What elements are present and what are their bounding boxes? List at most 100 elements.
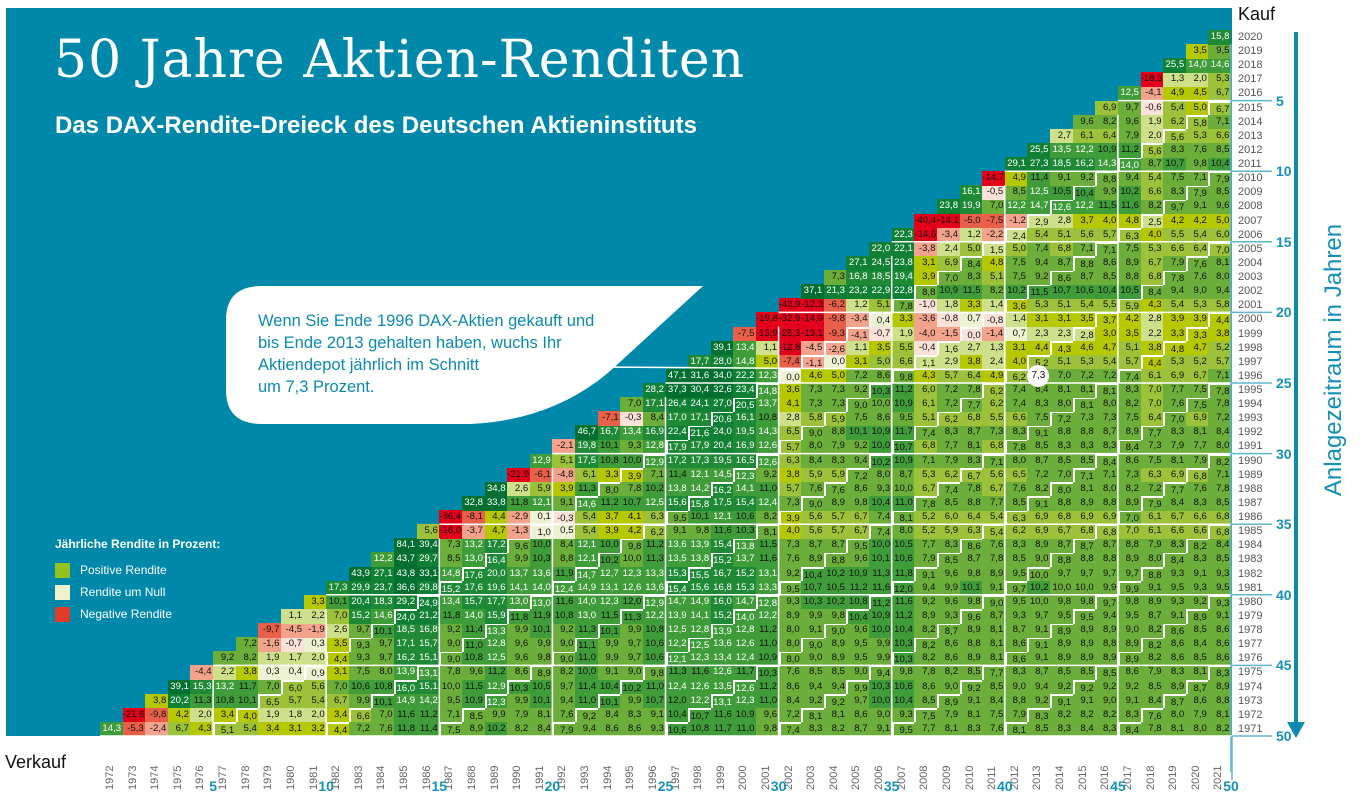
- buy-year-label: 2020: [1238, 31, 1263, 43]
- cell: 10,8: [688, 721, 712, 737]
- cell: 43,8: [394, 566, 418, 582]
- cell: 2,4: [1004, 227, 1028, 243]
- sell-year-label: 1984: [375, 765, 388, 790]
- buy-year-label: 1978: [1238, 624, 1263, 637]
- cell: 7,8: [959, 481, 983, 497]
- cell: 10,9: [461, 693, 486, 709]
- cell: 15,3: [190, 679, 214, 695]
- sell-year-label: 1976: [194, 765, 207, 790]
- cell: 9,8: [529, 651, 553, 666]
- cell: 13,0: [507, 594, 531, 610]
- cell: 13,4: [733, 340, 757, 356]
- cell: 7,3: [1095, 411, 1119, 426]
- cell: 7,2: [1140, 481, 1164, 497]
- cell: 9,5: [846, 637, 870, 652]
- cell: 9,2: [1050, 679, 1074, 695]
- cell: 13,2: [461, 538, 486, 553]
- buy-year-label: 1990: [1238, 454, 1263, 467]
- cell: 8,9: [1140, 594, 1164, 610]
- cell: 6,8: [1050, 510, 1074, 525]
- cell: 11,8: [891, 566, 915, 582]
- cell: 6,8: [1095, 524, 1119, 539]
- cell: 10,5: [891, 538, 915, 553]
- cell: 9,1: [1072, 693, 1096, 709]
- sell-year-label: 1998: [692, 765, 705, 790]
- cell: 7,8: [1004, 439, 1028, 455]
- cell: 3,7: [1072, 213, 1096, 229]
- cell: 5,9: [801, 467, 825, 483]
- horizon-label-right: 10: [1276, 163, 1292, 180]
- sell-year-label: 2009: [940, 765, 953, 790]
- cell: 12,6: [710, 665, 734, 680]
- cell: 9,9: [1095, 185, 1119, 200]
- cell: 8,3: [1185, 495, 1209, 511]
- cell: 9,0: [552, 651, 576, 666]
- cell: 4,7: [1185, 340, 1209, 356]
- cell: 9,7: [1095, 566, 1119, 582]
- cell: 8,9: [1027, 538, 1051, 553]
- cell: 9,0: [801, 637, 825, 652]
- cell: 3,1: [1050, 312, 1074, 327]
- cell: 4,2: [167, 707, 191, 723]
- cell: 9,7: [620, 637, 644, 652]
- cell: 5,2: [1208, 340, 1232, 356]
- cell: 5,4: [1185, 227, 1209, 243]
- buy-year-label: 1986: [1238, 511, 1263, 524]
- cell: 9,3: [620, 439, 644, 455]
- buy-year-label: 2000: [1238, 313, 1263, 326]
- cell: -4,4: [190, 665, 214, 680]
- cell: 5,7: [1117, 354, 1141, 370]
- cell: 5,4: [1163, 100, 1187, 116]
- cell: 13,0: [461, 552, 486, 568]
- cell: 8,9: [461, 721, 486, 737]
- cell: 9,1: [982, 580, 1006, 596]
- cell: 1,9: [891, 326, 915, 342]
- cell: 8,2: [1095, 707, 1119, 723]
- cell: 8,2: [1050, 707, 1074, 723]
- sell-year-label: 1978: [239, 765, 252, 790]
- cell: -18,0: [439, 524, 463, 539]
- cell: 3,9: [1185, 312, 1209, 327]
- cell: 9,3: [642, 721, 666, 737]
- cell: 8,6: [959, 538, 983, 553]
- cell: 7,3: [439, 538, 463, 553]
- callout-line: Aktiendepot jährlich im Schnitt: [258, 356, 480, 374]
- cell: 9,8: [959, 594, 983, 610]
- cell: 12,6: [733, 679, 757, 695]
- cell: 8,4: [642, 411, 666, 426]
- cell: 8,3: [1163, 142, 1187, 158]
- cell: 5,7: [1095, 227, 1119, 243]
- cell: 6,9: [1072, 510, 1096, 525]
- cell: 8,6: [846, 481, 870, 497]
- cell: 8,1: [1163, 453, 1187, 469]
- cell: 5,1: [914, 411, 938, 426]
- cell: 11,5: [959, 284, 983, 299]
- cell: 8,9: [529, 665, 553, 680]
- cell: 3,3: [1163, 326, 1187, 342]
- cell: 7,8: [982, 552, 1006, 568]
- cell: 5,6: [801, 510, 825, 525]
- cell: 12,2: [371, 552, 395, 568]
- callout-line: Wenn Sie Ende 1996 DAX-Aktien gekauft un…: [258, 312, 595, 330]
- cell: 8,4: [1027, 383, 1051, 398]
- cell: 5,5: [1095, 298, 1119, 313]
- cell: -1,0: [914, 298, 938, 313]
- buy-year-label: 2012: [1238, 143, 1263, 156]
- cell: -2,2: [982, 227, 1006, 243]
- cell: 12,5: [1027, 185, 1051, 200]
- cell: 13,9: [710, 623, 734, 638]
- cell: 7,4: [869, 524, 893, 539]
- cell: 7,6: [778, 665, 802, 680]
- cell: 0,0: [778, 368, 802, 384]
- cell: 8,2: [507, 721, 531, 737]
- cell: 9,7: [371, 637, 395, 652]
- cell: 17,2: [484, 538, 508, 553]
- cell: 15,4: [733, 495, 757, 511]
- cell: 20,2: [167, 693, 191, 709]
- cell: 2,2: [1140, 326, 1164, 342]
- cell: 6,2: [642, 524, 666, 539]
- cell: 4,3: [1140, 298, 1164, 313]
- cell: 8,1: [1072, 481, 1096, 497]
- cell: 5,1: [1050, 354, 1074, 370]
- cell: 12,5: [665, 623, 689, 638]
